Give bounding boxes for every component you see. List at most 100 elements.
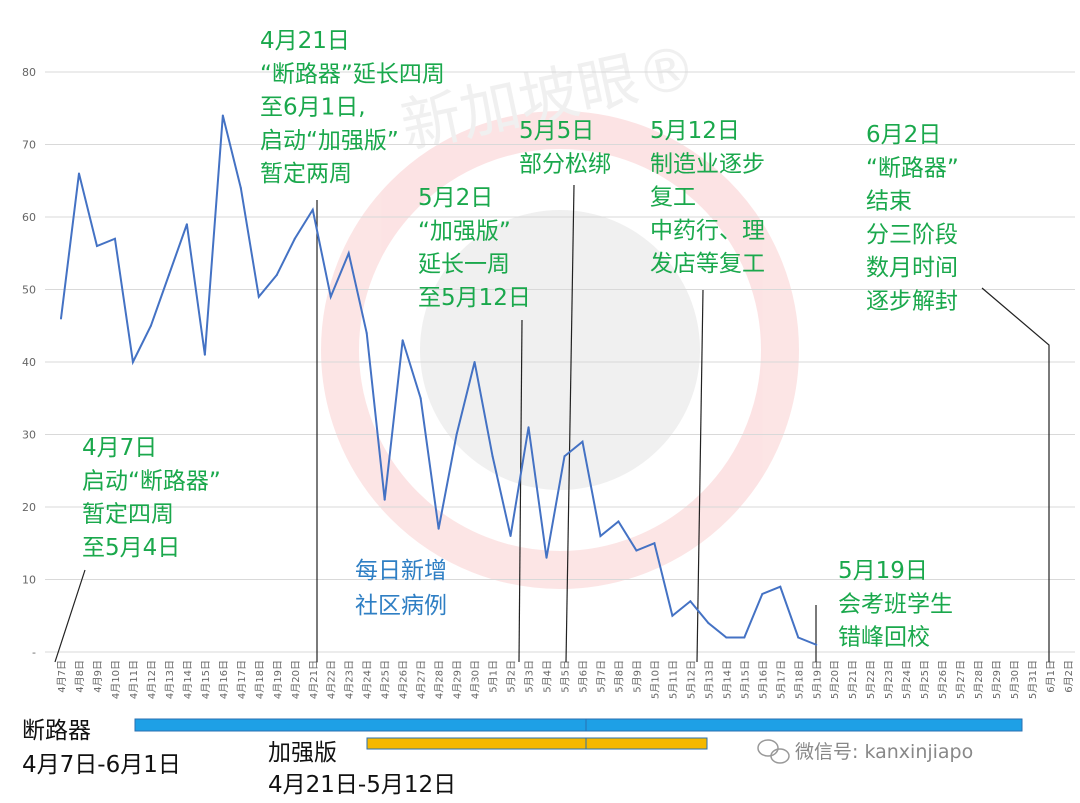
data-point [131,361,134,363]
y-tick-label: 30 [22,429,36,442]
x-tick-label: 5月5日 [560,660,572,693]
x-tick-label: 5月30日 [1009,660,1021,699]
data-point [743,636,746,639]
y-tick-label: 80 [22,66,36,79]
data-point [293,237,296,240]
x-tick-label: 4月12日 [146,660,158,699]
x-tick-label: 5月20日 [829,660,841,699]
annotation-leaders [54,184,1050,663]
x-tick-label: 4月28日 [434,660,446,699]
x-tick-label: 5月29日 [991,660,1003,699]
x-tick-label: 4月24日 [362,660,374,699]
leader-6-2 [981,287,1050,662]
leader-5-12 [696,289,704,663]
annotation-text: 4月21日 [260,28,350,54]
wechat-id: 微信号: kanxinjiapo [795,741,973,763]
data-point [761,593,764,595]
x-tick-label: 4月19日 [272,660,284,699]
period-bar-circuit-breaker [134,718,1023,732]
annotation-text: 4月7日 [82,435,157,461]
annotation-text: 制造业逐步 [650,151,765,177]
data-point [635,549,638,552]
data-point [689,600,692,603]
x-tick-label: 4月15日 [200,660,212,699]
series-label-1: 每日新增 [355,558,447,584]
data-point [563,455,566,458]
period-bar-enhanced [366,737,708,750]
annotation-text: 暂定两周 [260,161,352,187]
data-point [473,361,476,363]
data-point [185,223,188,226]
annotation-text: 5月2日 [418,185,493,211]
y-tick-label: 10 [22,574,36,587]
data-point [365,332,368,334]
x-tick-label: 5月3日 [524,660,536,693]
x-tick-label: 5月12日 [685,660,697,699]
x-tick-label: 5月10日 [649,660,661,699]
leader-5-2 [518,319,523,663]
data-point [815,643,818,646]
x-tick-label: 5月21日 [847,660,859,699]
x-tick-label: 5月25日 [919,660,931,699]
annotation-text: 延长一周 [418,252,510,278]
data-point [401,339,404,342]
x-tick-label: 5月14日 [721,660,733,699]
x-tick-label: 5月17日 [775,660,787,699]
data-point [509,535,512,537]
data-point [257,295,260,298]
x-tick-label: 5月8日 [613,660,625,693]
x-tick-label: 5月19日 [811,660,823,699]
x-tick-label: 5月27日 [955,660,967,699]
y-tick-label: 50 [22,284,36,297]
x-tick-label: 5月7日 [595,660,607,693]
y-tick-label: 20 [22,501,36,514]
data-point [275,274,278,276]
data-point [707,622,710,624]
x-tick-label: 4月27日 [416,660,428,699]
x-tick-label: 4月14日 [182,660,194,699]
data-point [149,324,152,327]
series-label-2: 社区病例 [355,593,447,619]
data-point [437,527,440,530]
annotation-text: 中药行、理 [650,218,765,244]
annotation-text: 至5月12日 [418,285,531,311]
x-tick-label: 4月23日 [344,660,356,699]
data-point [383,498,386,501]
annotation-text: “加强版” [418,218,511,244]
annotation-text: 暂定四周 [82,502,174,528]
x-tick-label: 4月22日 [326,660,338,699]
x-tick-label: 4月21日 [308,660,320,699]
x-tick-label: 4月18日 [254,660,266,699]
x-tick-label: 6月1日 [1045,660,1057,693]
period-name-enhanced: 加强版 [268,740,337,766]
period-range-circuit-breaker: 4月7日-6月1日 [22,752,181,778]
annotation-text: 部分松绑 [519,151,611,177]
data-point [599,535,602,537]
x-tick-label: 5月4日 [542,660,554,693]
data-point [419,397,422,400]
data-point [581,440,584,443]
data-point [77,172,80,175]
data-point [653,542,656,545]
annotation-text: 会考班学生 [838,591,953,617]
data-point [527,426,530,429]
data-point [671,614,674,617]
data-point [797,636,800,639]
annotation-text: 5月5日 [519,118,594,144]
annotation-text: 错峰回校 [838,625,930,651]
annotation-text: 至6月1日, [260,95,366,121]
x-tick-label: 4月8日 [74,660,86,693]
x-tick-label: 5月11日 [667,660,679,699]
x-tick-label: 5月18日 [793,660,805,699]
x-tick-label: 4月25日 [380,660,392,699]
x-tick-label: 5月24日 [901,660,913,699]
annotation-text: “断路器” [866,155,959,181]
x-tick-label: 4月20日 [290,660,302,699]
data-point [167,274,170,276]
y-tick-label: 60 [22,211,36,224]
leader-5-5 [565,184,575,663]
x-tick-label: 4月16日 [218,660,230,699]
leader-4-7 [54,569,86,663]
x-tick-label: 5月23日 [883,660,895,699]
